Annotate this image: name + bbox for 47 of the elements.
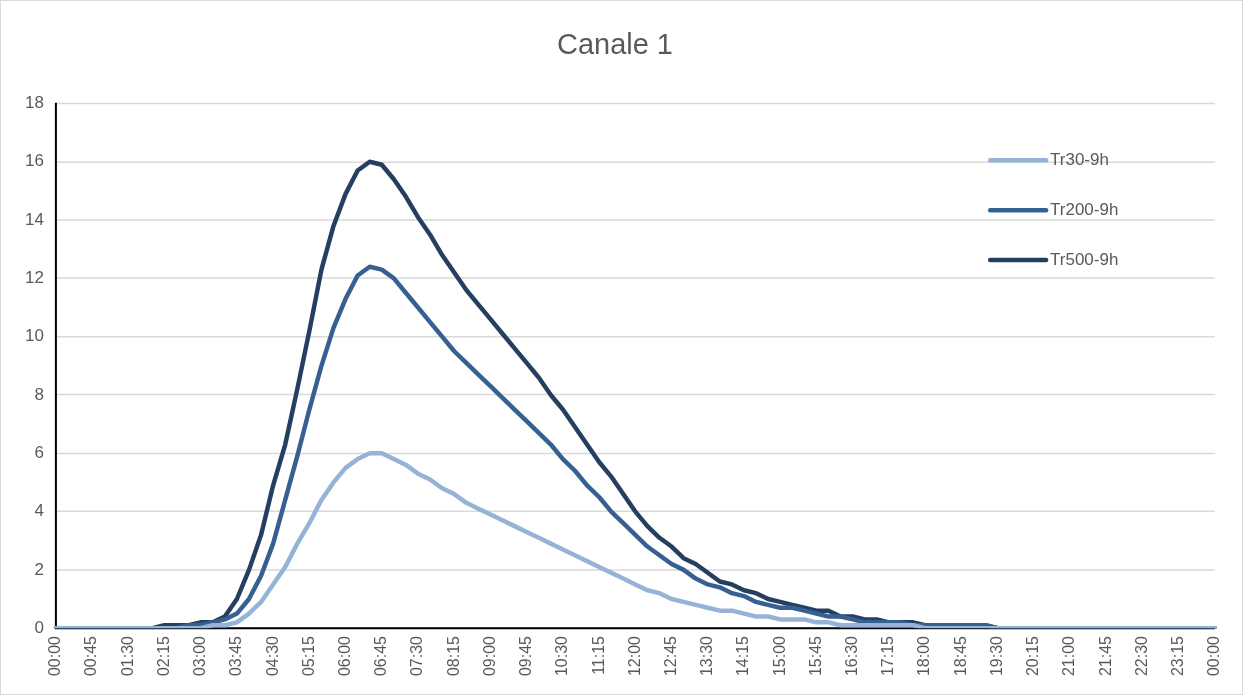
x-tick-label: 03:00 bbox=[191, 636, 209, 677]
x-tick-label: 05:15 bbox=[299, 636, 317, 677]
x-tick-label: 04:30 bbox=[263, 636, 281, 677]
x-tick-label: 18:00 bbox=[915, 636, 933, 677]
x-tick-label: 01:30 bbox=[118, 636, 136, 677]
y-tick-label: 8 bbox=[34, 384, 44, 404]
x-tick-label: 11:15 bbox=[589, 636, 607, 675]
x-tick-label: 13:30 bbox=[698, 636, 716, 677]
x-tick-label: 18:45 bbox=[951, 636, 969, 677]
y-tick-label: 14 bbox=[24, 209, 44, 229]
x-tick-label: 10:30 bbox=[553, 636, 571, 677]
legend-label: Tr500-9h bbox=[1050, 249, 1119, 269]
x-tick-label: 21:45 bbox=[1096, 636, 1114, 677]
x-tick-label: 07:30 bbox=[408, 636, 426, 677]
legend-label: Tr200-9h bbox=[1050, 199, 1119, 219]
y-tick-label: 16 bbox=[24, 151, 44, 171]
chart-title: Canale 1 bbox=[557, 28, 673, 61]
x-tick-label: 17:15 bbox=[879, 636, 897, 677]
y-tick-label: 0 bbox=[34, 617, 44, 637]
x-tick-label: 12:00 bbox=[625, 636, 643, 677]
y-tick-label: 2 bbox=[34, 559, 44, 579]
x-tick-label: 06:00 bbox=[335, 636, 353, 677]
x-tick-label: 12:45 bbox=[661, 636, 679, 677]
x-tick-label: 16:30 bbox=[843, 636, 861, 677]
x-tick-label: 00:00 bbox=[46, 636, 64, 677]
legend-label: Tr30-9h bbox=[1050, 150, 1109, 170]
y-tick-label: 6 bbox=[34, 442, 44, 462]
x-tick-label: 00:00 bbox=[1205, 636, 1223, 677]
y-tick-label: 10 bbox=[24, 326, 44, 346]
x-tick-label: 09:00 bbox=[480, 636, 498, 677]
x-tick-label: 14:15 bbox=[734, 636, 752, 677]
y-tick-label: 18 bbox=[24, 93, 44, 113]
x-tick-label: 06:45 bbox=[372, 636, 390, 677]
x-tick-label: 03:45 bbox=[227, 636, 245, 677]
x-tick-label: 15:45 bbox=[806, 636, 824, 677]
x-tick-label: 22:30 bbox=[1132, 636, 1150, 677]
x-tick-label: 08:15 bbox=[444, 636, 462, 677]
x-tick-label: 15:00 bbox=[770, 636, 788, 677]
x-tick-label: 23:15 bbox=[1169, 636, 1187, 677]
x-tick-label: 20:15 bbox=[1024, 636, 1042, 677]
x-tick-label: 09:45 bbox=[517, 636, 535, 677]
y-tick-label: 4 bbox=[34, 501, 44, 521]
y-tick-label: 12 bbox=[24, 268, 44, 288]
x-tick-label: 00:45 bbox=[82, 636, 100, 677]
x-tick-label: 02:15 bbox=[154, 636, 172, 677]
x-tick-label: 19:30 bbox=[987, 636, 1005, 677]
x-tick-label: 21:00 bbox=[1060, 636, 1078, 677]
